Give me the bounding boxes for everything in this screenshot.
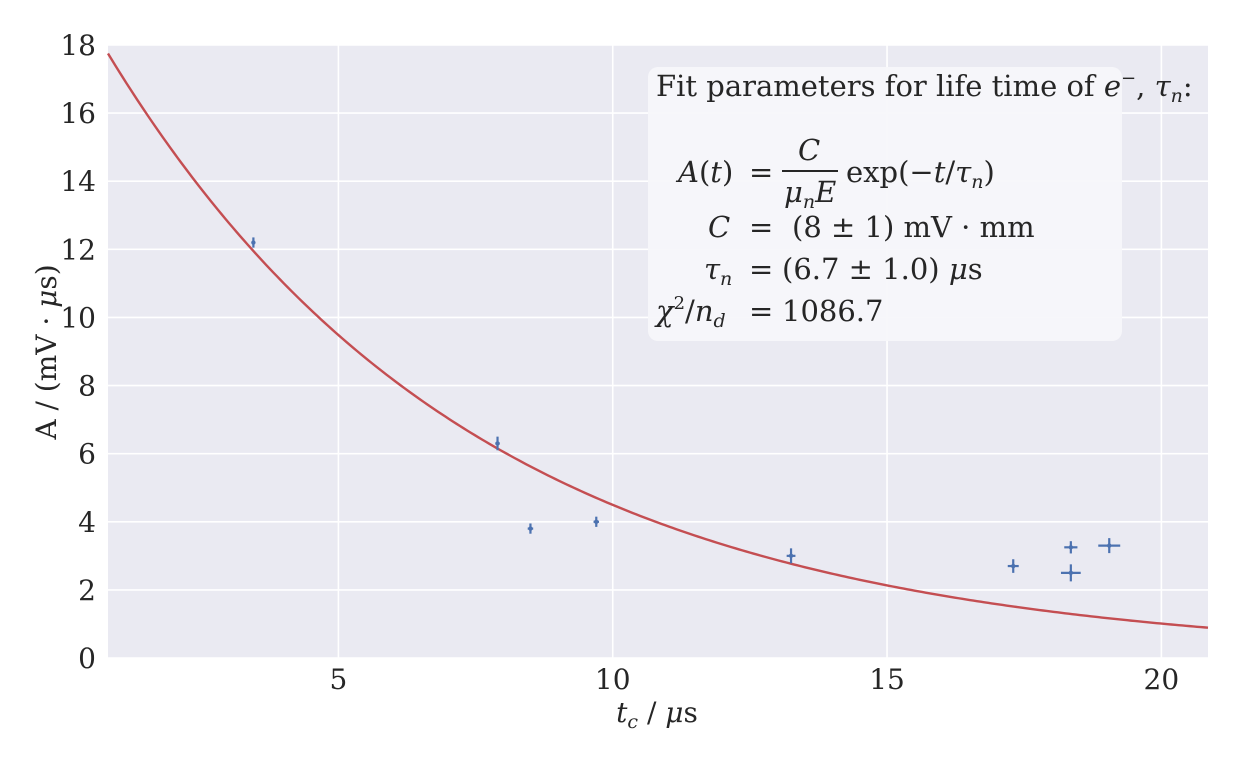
fit-model-equals: =: [749, 155, 773, 189]
point-marker: [1107, 543, 1112, 548]
point-marker: [594, 519, 599, 524]
fit-model-lhs: A(t): [675, 155, 733, 189]
fit-curve-line: [106, 52, 1209, 629]
y-axis-label: A / (mV · μs): [30, 264, 63, 440]
data-points: [251, 237, 1121, 582]
fit-model-numerator: C: [798, 133, 820, 167]
fit-tau-row: τn = (6.7 ± 1.0) μs: [704, 252, 983, 290]
fit-c-value: (8 ± 1) mV · mm: [792, 210, 1035, 244]
y-tick-label: 16: [60, 97, 96, 130]
data-point: [251, 237, 256, 248]
data-point: [495, 436, 500, 451]
fit-chi2-equals: =: [749, 294, 773, 328]
point-marker: [1068, 545, 1074, 550]
x-tick-label: 20: [1144, 663, 1180, 696]
y-ticks: 0 2 4 6 8 10 12 14 16 18: [60, 29, 96, 675]
y-tick-label: 14: [60, 165, 96, 198]
point-marker: [528, 526, 533, 531]
point-marker: [788, 553, 794, 559]
y-tick-label: 4: [78, 506, 96, 539]
fit-c-lhs: C: [708, 210, 730, 244]
point-marker: [1011, 563, 1016, 569]
x-tick-label: 15: [869, 663, 905, 696]
y-tick-label: 18: [60, 29, 96, 62]
data-point: [1098, 538, 1121, 554]
x-tick-label: 5: [330, 663, 348, 696]
y-tick-label: 8: [78, 370, 96, 403]
y-tick-label: 0: [78, 642, 96, 675]
data-point: [593, 516, 600, 527]
y-tick-label: 12: [60, 233, 96, 266]
data-point: [527, 523, 534, 534]
y-tick-label: 2: [78, 574, 96, 607]
x-axis-label: tc / μs: [616, 696, 698, 733]
fit-c-equals: =: [749, 210, 773, 244]
data-point: [1064, 541, 1078, 554]
fit-chi2-value: 1086.7: [782, 294, 883, 328]
fit-tau-value: (6.7 ± 1.0) μs: [782, 252, 983, 286]
point-marker: [251, 240, 256, 245]
point-marker: [495, 441, 500, 446]
y-tick-label: 6: [78, 438, 96, 471]
fit-model-denominator: μnE: [784, 175, 836, 213]
data-point: [786, 548, 796, 564]
fit-parameters-title: Fit parameters for life time of e−, τn:: [656, 68, 1193, 107]
fit-tau-equals: =: [749, 252, 773, 286]
x-tick-label: 10: [595, 663, 631, 696]
point-marker: [1068, 570, 1074, 576]
fit-tau-lhs: τn: [704, 252, 732, 290]
y-tick-label: 10: [60, 301, 96, 334]
fit-chi2-lhs: χ2/nd: [654, 293, 726, 332]
fit-parameters-background: [648, 67, 1122, 341]
fit-c-row: C = (8 ± 1) mV · mm: [708, 210, 1035, 244]
fit-chi2-row: χ2/nd = 1086.7: [654, 293, 883, 332]
fit-model-exp: exp(−t/τn): [846, 155, 995, 193]
fit-model-row: A(t) = C μnE exp(−t/τn): [675, 133, 995, 213]
fit-curve: [106, 52, 1209, 629]
fit-parameters-box: Fit parameters for life time of e−, τn: …: [648, 67, 1193, 341]
data-point: [1007, 559, 1019, 573]
x-ticks: 5 10 15 20: [330, 663, 1180, 696]
data-point: [1060, 564, 1081, 582]
